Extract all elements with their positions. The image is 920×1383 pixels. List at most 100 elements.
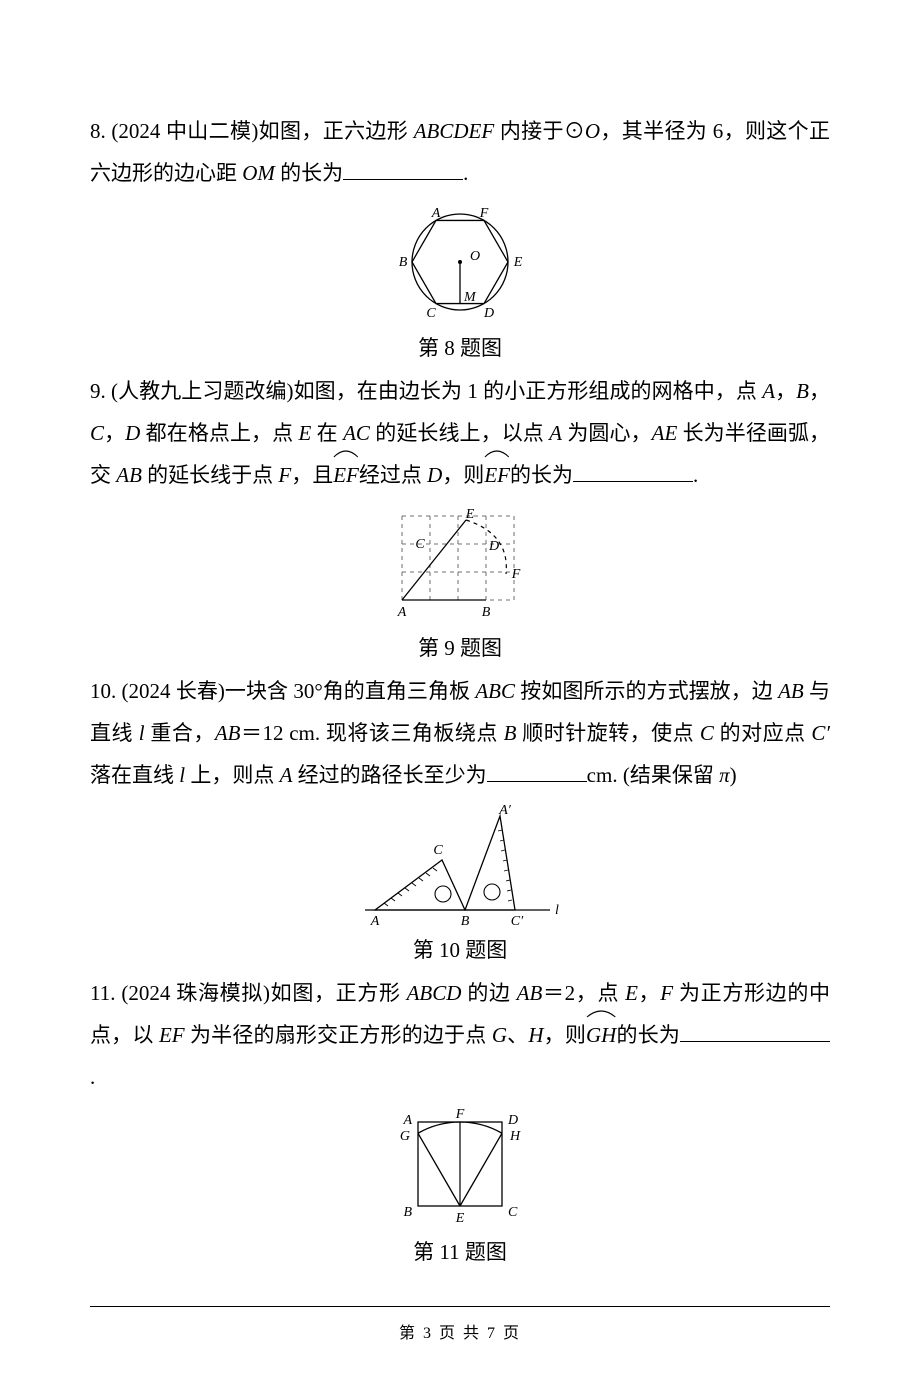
q9-arc-EF-text-2: EF: [484, 463, 510, 487]
q11-AB: AB: [517, 981, 543, 1005]
q9-p4: 都在格点上，点: [140, 421, 298, 445]
question-9-text: 9. (人教九上习题改编)如图，在由边长为 1 的小正方形组成的网格中，点 A，…: [90, 370, 830, 496]
q9-arc-EF-text: EF: [333, 463, 359, 487]
q8-var-hex: ABCDEF: [414, 119, 494, 143]
q10-pi: π: [719, 763, 730, 787]
figure-11: A F D G H B E C: [90, 1104, 830, 1234]
q9-lbl-F: F: [511, 567, 521, 582]
q11-p5: 为半径的扇形交正方形的边于点: [185, 1023, 492, 1047]
q10-AB: AB: [778, 679, 804, 703]
q9-lbl-D: D: [488, 539, 499, 554]
figure-10-svg: A B C C′ A′ l: [350, 802, 570, 932]
figure-9-svg: A B C D E F: [380, 502, 540, 630]
q9-p9: 的延长线于点: [142, 463, 279, 487]
pager-suffix: 页: [497, 1325, 521, 1342]
q10-p8: 上，则点: [185, 763, 280, 787]
q10-lbl-C: C: [433, 843, 443, 858]
q11-p6: 、: [507, 1023, 528, 1047]
figure-11-caption: 第 11 题图: [90, 1236, 830, 1266]
q10-ABC: ABC: [475, 679, 515, 703]
q8-blank[interactable]: [343, 157, 463, 180]
q10-p1: 按如图所示的方式摆放，边: [515, 679, 778, 703]
q11-p3: ，: [638, 981, 660, 1005]
q9-D2: D: [427, 463, 442, 487]
q9-AC: AC: [343, 421, 370, 445]
q8-lbl-D: D: [483, 306, 494, 321]
q10-lbl-Cp: C′: [511, 914, 524, 929]
question-8-text: 8. (2024 中山二模)如图，正六边形 ABCDEF 内接于⊙O，其半径为 …: [90, 110, 830, 194]
q10-Cp: C′: [811, 721, 830, 745]
q10-p6: 的对应点: [714, 721, 811, 745]
q10-tail: cm. (结果保留: [587, 763, 719, 787]
q9-E: E: [299, 421, 312, 445]
question-10-text: 10. (2024 长春)一块含 30°角的直角三角板 ABC 按如图所示的方式…: [90, 670, 830, 796]
q11-lbl-B: B: [403, 1205, 412, 1220]
q10-lbl-B: B: [461, 914, 470, 929]
q11-lbl-F: F: [455, 1107, 465, 1122]
q11-p7: ，则: [544, 1023, 587, 1047]
figure-8: A F B E C D O M: [90, 200, 830, 330]
q11-F: F: [660, 981, 673, 1005]
q10-p0: 10. (2024 长春)一块含 30°角的直角三角板: [90, 679, 475, 703]
q8-lbl-A: A: [431, 206, 441, 221]
q9-C: C: [90, 421, 104, 445]
figure-8-svg: A F B E C D O M: [385, 200, 535, 330]
q9-p2: ，: [809, 379, 830, 403]
figure-10-caption: 第 10 题图: [90, 934, 830, 964]
page-root: 8. (2024 中山二模)如图，正六边形 ABCDEF 内接于⊙O，其半径为 …: [0, 0, 920, 1383]
q9-arc-EF-2: EF: [484, 454, 510, 496]
q9-lbl-B: B: [482, 605, 491, 620]
q8-lbl-F: F: [479, 206, 489, 221]
q11-p2: ＝2，点: [542, 981, 625, 1005]
q11-blank[interactable]: [680, 1019, 830, 1042]
q10-p7: 落在直线: [90, 763, 179, 787]
q11-H: H: [528, 1023, 543, 1047]
page-indicator: 第 3 页 共 7 页: [90, 1319, 830, 1343]
pager-total: 7: [487, 1325, 497, 1342]
q10-lbl-Ap: A′: [498, 803, 512, 818]
footer-divider: [90, 1306, 830, 1307]
q8-lbl-B: B: [399, 255, 408, 270]
figure-9-caption: 第 9 题图: [90, 632, 830, 662]
q10-blank[interactable]: [487, 759, 587, 782]
q11-arc-GH-text: GH: [586, 1023, 616, 1047]
figure-11-svg: A F D G H B E C: [390, 1104, 530, 1234]
figure-10: A B C C′ A′ l: [90, 802, 830, 932]
q9-p1: ，: [775, 379, 796, 403]
q8-part-3: 的长为: [275, 161, 343, 185]
q9-A2: A: [549, 421, 562, 445]
q8-lbl-C: C: [426, 306, 436, 321]
q11-p0: 11. (2024 珠海模拟)如图，正方形: [90, 981, 407, 1005]
q9-p5: 在: [311, 421, 343, 445]
q10-C: C: [700, 721, 714, 745]
q9-arc-EF-1: EF: [333, 454, 359, 496]
q9-lbl-A: A: [397, 605, 407, 620]
pager-mid: 页 共: [433, 1325, 487, 1342]
q9-blank[interactable]: [573, 459, 693, 482]
q11-p1: 的边: [461, 981, 516, 1005]
q11-lbl-A: A: [402, 1113, 412, 1128]
q8-part-1: 内接于⊙: [494, 119, 585, 143]
q11-lbl-C: C: [508, 1205, 518, 1220]
q10-p5: 顺时针旋转，使点: [516, 721, 699, 745]
q9-p12: ，则: [442, 463, 484, 487]
q11-p8: 的长为: [616, 1023, 680, 1047]
q10-AB2: AB: [215, 721, 241, 745]
q10-lbl-A: A: [370, 914, 380, 929]
q9-F: F: [278, 463, 291, 487]
q10-p3: 重合，: [145, 721, 215, 745]
q9-p11: 经过点: [359, 463, 427, 487]
q9-D: D: [125, 421, 140, 445]
q9-lbl-C: C: [415, 537, 425, 552]
q10-A: A: [280, 763, 293, 787]
q9-lbl-E: E: [465, 507, 475, 522]
q9-AB: AB: [116, 463, 142, 487]
question-11-text: 11. (2024 珠海模拟)如图，正方形 ABCD 的边 AB＝2，点 E，F…: [90, 972, 830, 1098]
q11-arc-GH: GH: [586, 1014, 616, 1056]
q11-G: G: [492, 1023, 507, 1047]
q9-p13: 的长为: [510, 463, 573, 487]
q8-var-om: OM: [242, 161, 275, 185]
q11-lbl-E: E: [455, 1211, 465, 1226]
q10-B: B: [504, 721, 517, 745]
pager-prefix: 第: [399, 1325, 423, 1342]
